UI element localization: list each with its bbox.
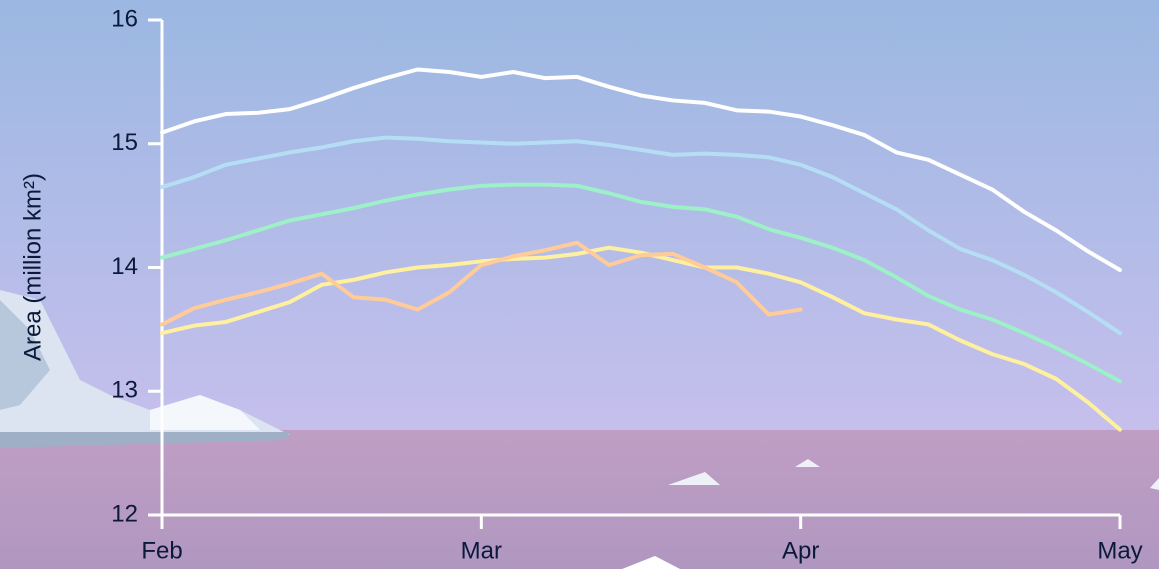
sky xyxy=(0,0,1159,430)
x-tick-label: May xyxy=(1097,537,1142,564)
y-tick-label: 14 xyxy=(111,253,138,280)
x-tick-label: Feb xyxy=(141,537,182,564)
y-tick-label: 13 xyxy=(111,377,138,404)
x-tick-label: Mar xyxy=(461,537,502,564)
y-axis-title: Area (million km²) xyxy=(19,173,46,361)
iceberg xyxy=(0,290,290,448)
ice-floe xyxy=(1150,478,1159,490)
x-tick-label: Apr xyxy=(782,537,819,564)
series-line xyxy=(160,240,803,327)
series-line xyxy=(160,67,1122,272)
y-tick-label: 15 xyxy=(111,129,138,156)
series-line xyxy=(160,135,1122,336)
series-line xyxy=(160,182,1122,384)
sea xyxy=(0,430,1159,569)
series-line xyxy=(160,245,1122,432)
ice-floe xyxy=(668,472,720,485)
y-tick-label: 16 xyxy=(111,5,138,32)
ice-floe xyxy=(622,556,680,569)
ice-floe xyxy=(795,459,820,467)
y-tick-label: 12 xyxy=(111,500,138,527)
